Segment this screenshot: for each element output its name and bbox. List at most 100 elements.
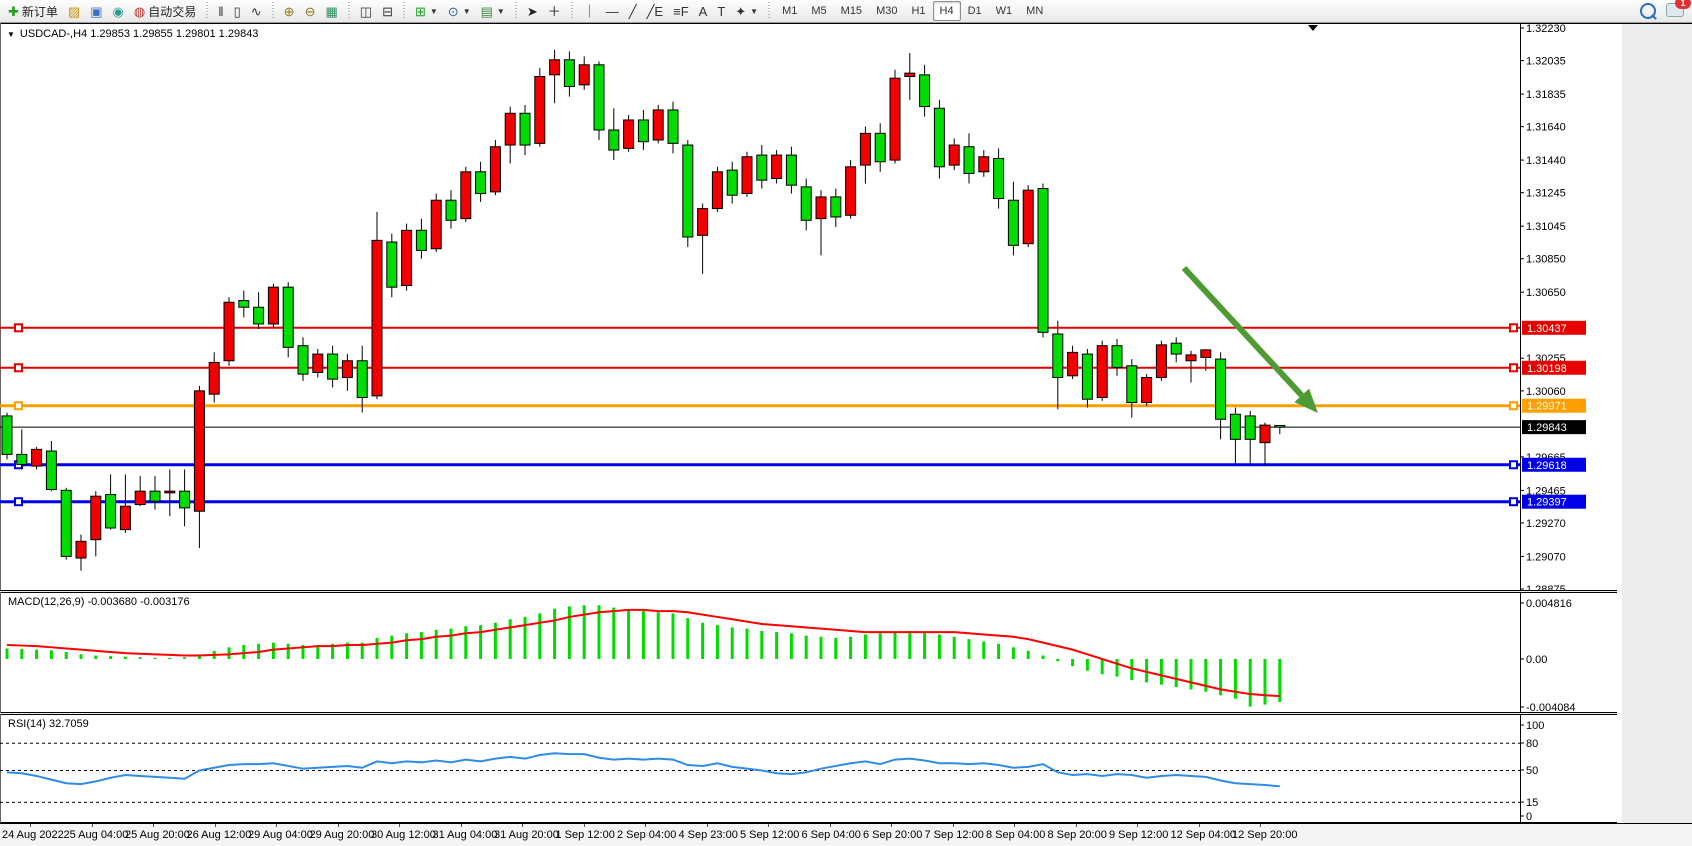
timeframe-m1-button[interactable]: M1 — [782, 5, 798, 17]
fibonacci-button[interactable]: ≡F — [668, 0, 694, 22]
svg-text:1.29465: 1.29465 — [1526, 485, 1566, 497]
indicators-caret-icon[interactable]: ▼ — [429, 6, 438, 16]
time-tick — [399, 824, 400, 827]
toolbar-separator — [570, 2, 573, 20]
timeframe-w1-button[interactable]: W1 — [995, 5, 1013, 17]
time-tick — [1198, 824, 1200, 827]
new-order-label: 新订单 — [21, 4, 58, 19]
time-tick — [768, 824, 769, 827]
zoom-out-button[interactable]: ⊖ — [300, 0, 321, 22]
chart-candles-button[interactable]: ▯ — [229, 0, 246, 22]
time-axis[interactable]: 24 Aug 2022 25 Aug 04:00 25 Aug 20:00 26 Au… — [0, 823, 1692, 846]
text-label-icon: T — [717, 3, 726, 19]
svg-text:1.29618: 1.29618 — [1527, 460, 1567, 472]
vertical-line-button[interactable]: ｜ — [578, 0, 601, 22]
periods-icon: ⊙ — [447, 3, 459, 19]
auto-trading-label: 自动交易 — [148, 4, 197, 19]
time-tick — [706, 824, 708, 827]
new-order-icon: ✚ — [8, 3, 19, 19]
time-tick — [276, 824, 277, 827]
svg-text:1.30650: 1.30650 — [1526, 287, 1566, 299]
arrows-tool-icon: ✦ — [735, 3, 747, 19]
chart-shift-button[interactable]: ⊟ — [377, 0, 398, 22]
svg-text:-0.004084: -0.004084 — [1526, 702, 1576, 713]
fibonacci-icon: ≡F — [673, 3, 689, 19]
chart-bars-button[interactable]: ‖ — [213, 0, 228, 22]
trendline-button[interactable]: ╱ — [624, 0, 642, 22]
macd-label: MACD(12,26,9) -0.003680 -0.003176 — [8, 596, 190, 608]
text-icon: A — [698, 3, 708, 19]
macd-panel[interactable]: 0.004816 0.00 -0.004084 — [0, 592, 1692, 713]
indicators-button[interactable]: ⊞ ▼ — [410, 0, 443, 22]
svg-text:1.29397: 1.29397 — [1527, 497, 1567, 509]
svg-text:100: 100 — [1526, 720, 1544, 732]
timeframe-mn-button[interactable]: MN — [1026, 5, 1044, 17]
zoom-in-icon: ⊕ — [283, 3, 295, 19]
time-label: 7 Sep 12:00 — [924, 829, 984, 841]
text-button[interactable]: A — [694, 0, 713, 22]
templates-button[interactable]: ▤ ▼ — [476, 0, 510, 22]
signals-button[interactable]: ◉ — [108, 0, 129, 22]
timeframe-d1-button[interactable]: D1 — [967, 5, 982, 17]
time-tick — [1014, 824, 1015, 827]
time-tick — [1075, 824, 1077, 827]
time-label: 6 Sep 20:00 — [863, 829, 923, 841]
profile-button[interactable]: ▣ — [85, 0, 107, 22]
svg-text:1.32230: 1.32230 — [1526, 23, 1566, 35]
periods-button[interactable]: ⊙ ▼ — [443, 0, 476, 22]
toolbar-separator — [206, 2, 209, 20]
time-tick — [645, 824, 646, 827]
time-tick — [1137, 824, 1138, 827]
tile-windows-button[interactable]: ▦ — [320, 0, 342, 22]
chart-line-button[interactable]: ∿ — [246, 0, 267, 22]
time-label: 12 Sep 04:00 — [1170, 829, 1236, 841]
symbol-dropdown-icon[interactable]: ▼ — [7, 29, 15, 39]
time-tick — [952, 824, 954, 827]
toolbar-group: ➤ ＋ — [519, 0, 569, 22]
timeframe-m30-button[interactable]: M30 — [876, 5, 898, 17]
timeframe-m15-button[interactable]: M15 — [840, 5, 863, 17]
new-order-button[interactable]: ✚ 新订单 — [3, 0, 63, 22]
chart-title: ▼ USDCAD-,H4 1.29853 1.29855 1.29801 1.2… — [7, 28, 258, 40]
styler-icon: ▨ — [67, 3, 81, 19]
svg-text:1.31640: 1.31640 — [1526, 122, 1566, 134]
time-tick — [214, 824, 216, 827]
time-label: 6 Sep 04:00 — [801, 829, 861, 841]
rsi-label: RSI(14) 32.7059 — [8, 718, 89, 730]
chart-candles-icon: ▯ — [233, 3, 241, 19]
search-icon[interactable] — [1640, 3, 1656, 19]
svg-text:1.31245: 1.31245 — [1526, 188, 1566, 200]
timeframe-h4-button[interactable]: H4 — [932, 1, 961, 21]
toolbar-group: ‖ ▯ ∿ — [210, 0, 269, 22]
auto-trading-icon: ◍ — [133, 3, 146, 19]
horizontal-line-button[interactable]: — — [601, 0, 624, 22]
rsi-panel[interactable]: 100 80 50 15 0 — [0, 714, 1692, 823]
notifications-button[interactable]: 1 — [1666, 0, 1691, 20]
time-label: 25 Aug 04:00 — [63, 829, 129, 841]
svg-text:1.31835: 1.31835 — [1526, 89, 1566, 101]
svg-text:15: 15 — [1526, 797, 1538, 809]
svg-text:0.004816: 0.004816 — [1526, 598, 1572, 610]
periods-caret-icon[interactable]: ▼ — [462, 6, 471, 16]
profile-icon: ▣ — [90, 3, 103, 19]
timeframe-m5-button[interactable]: M5 — [811, 5, 827, 17]
text-label-button[interactable]: T — [712, 0, 730, 22]
auto-trading-button[interactable]: ◍ 自动交易 — [129, 0, 201, 22]
svg-text:1.28875: 1.28875 — [1526, 584, 1566, 591]
auto-scroll-button[interactable]: ◫ — [355, 0, 377, 22]
equidistant-channel-button[interactable]: ╱E — [642, 0, 669, 22]
timeframe-h1-button[interactable]: H1 — [911, 5, 926, 17]
time-tick — [1260, 824, 1261, 827]
time-tick — [522, 824, 523, 827]
svg-text:1.32035: 1.32035 — [1526, 56, 1566, 68]
styler-button[interactable]: ▨ — [63, 0, 85, 22]
cursor-button[interactable]: ➤ — [522, 0, 543, 22]
svg-text:1.29270: 1.29270 — [1526, 518, 1566, 530]
time-label: 4 Sep 23:00 — [678, 829, 738, 841]
arrows-tool-caret-icon[interactable]: ▼ — [750, 6, 759, 16]
templates-caret-icon[interactable]: ▼ — [496, 6, 505, 16]
zoom-in-button[interactable]: ⊕ — [279, 0, 300, 22]
main-price-chart[interactable]: 1.32230 1.32035 1.31835 1.31640 1.31440 1.312… — [0, 23, 1692, 591]
arrows-tool-button[interactable]: ✦ ▼ — [730, 0, 763, 22]
crosshair-button[interactable]: ＋ — [543, 0, 566, 22]
